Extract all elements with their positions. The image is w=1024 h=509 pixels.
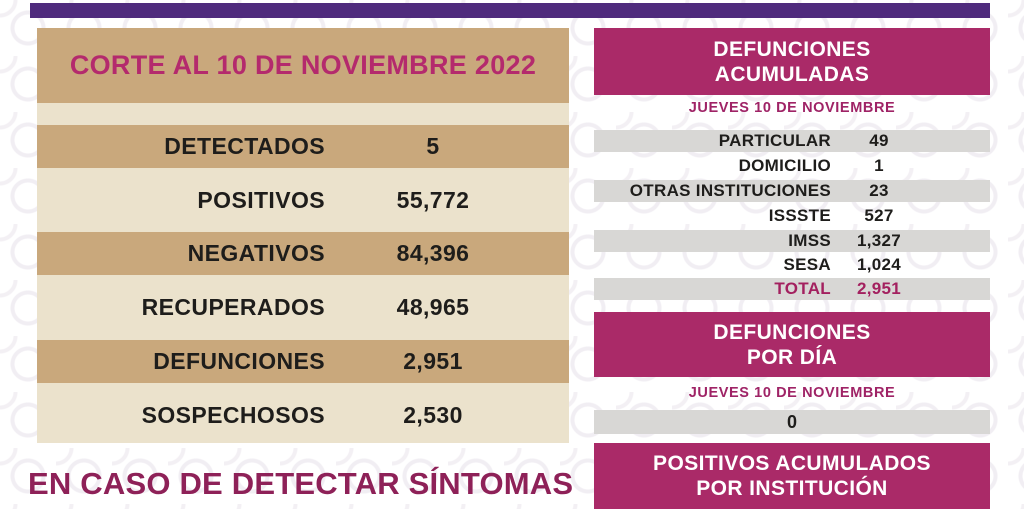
stat-label: NEGATIVOS: [187, 240, 325, 266]
header-line: DEFUNCIONES: [713, 320, 871, 344]
stat-value: 2,530: [403, 402, 463, 428]
stat-label: RECUPERADOS: [141, 294, 325, 320]
deaths-label: SESA: [783, 255, 831, 274]
deaths-value: 527: [864, 206, 894, 225]
deaths-value: 1,024: [856, 255, 902, 274]
header-line: ACUMULADAS: [714, 62, 870, 86]
symptoms-heading: EN CASO DE DETECTAR SÍNTOMAS: [28, 466, 574, 501]
stat-row-recuperados: RECUPERADOS 48,965: [37, 286, 569, 329]
deaths-per-day-date: JUEVES 10 DE NOVIEMBRE: [688, 385, 896, 401]
deaths-value: 23: [869, 181, 889, 200]
positives-by-institution-header: POSITIVOS ACUMULADOS POR INSTITUCIÓN: [594, 443, 990, 509]
deaths-label: DOMICILIO: [738, 156, 831, 175]
header-line: DEFUNCIONES: [713, 37, 871, 61]
deaths-accumulated-header: DEFUNCIONES ACUMULADAS: [594, 28, 990, 95]
deaths-value: 1,327: [856, 231, 902, 250]
deaths-label: IMSS: [788, 231, 831, 250]
deaths-row-otras-instituciones: OTRAS INSTITUCIONES 23: [594, 180, 990, 202]
stat-value: 84,396: [396, 240, 470, 266]
deaths-per-day-value: 0: [594, 410, 990, 434]
stat-label: DEFUNCIONES: [153, 348, 325, 374]
stat-value: 2,951: [403, 348, 463, 374]
case-summary-panel: CORTE AL 10 DE NOVIEMBRE 2022 DETECTADOS…: [37, 28, 569, 443]
deaths-value: 1: [874, 156, 884, 175]
deaths-row-imss: IMSS 1,327: [594, 230, 990, 252]
deaths-row-issste: ISSSTE 527: [594, 205, 990, 227]
deaths-row-particular: PARTICULAR 49: [594, 130, 990, 152]
stat-row-negativos: NEGATIVOS 84,396: [37, 232, 569, 275]
header-line: POR DÍA: [746, 345, 838, 369]
deaths-row-total: TOTAL 2,951: [594, 278, 990, 300]
deaths-total-value: 2,951: [856, 279, 902, 298]
deaths-accumulated-date: JUEVES 10 DE NOVIEMBRE: [688, 100, 896, 116]
deaths-label: PARTICULAR: [718, 131, 831, 150]
stat-value: 5: [426, 133, 440, 159]
header-line: POSITIVOS ACUMULADOS: [653, 452, 931, 475]
deaths-label: OTRAS INSTITUCIONES: [629, 181, 831, 200]
deaths-value: 49: [869, 131, 889, 150]
stat-value: 48,965: [396, 294, 470, 320]
stat-row-sospechosos: SOSPECHOSOS 2,530: [37, 394, 569, 437]
report-date-title: CORTE AL 10 DE NOVIEMBRE 2022: [37, 28, 569, 103]
top-accent-bar: [30, 3, 990, 18]
deaths-row-sesa: SESA 1,024: [594, 254, 990, 276]
stat-value: 55,772: [396, 187, 470, 213]
header-line: POR INSTITUCIÓN: [696, 477, 888, 500]
deaths-total-label: TOTAL: [774, 279, 831, 298]
stat-row-detectados: DETECTADOS 5: [37, 125, 569, 168]
deaths-row-domicilio: DOMICILIO 1: [594, 155, 990, 177]
stat-row-positivos: POSITIVOS 55,772: [37, 179, 569, 222]
deaths-label: ISSSTE: [768, 206, 831, 225]
stat-label: DETECTADOS: [164, 133, 325, 159]
deaths-per-day-header: DEFUNCIONES POR DÍA: [594, 312, 990, 377]
stat-label: SOSPECHOSOS: [141, 402, 325, 428]
stat-label: POSITIVOS: [197, 187, 325, 213]
stat-row-defunciones: DEFUNCIONES 2,951: [37, 340, 569, 383]
